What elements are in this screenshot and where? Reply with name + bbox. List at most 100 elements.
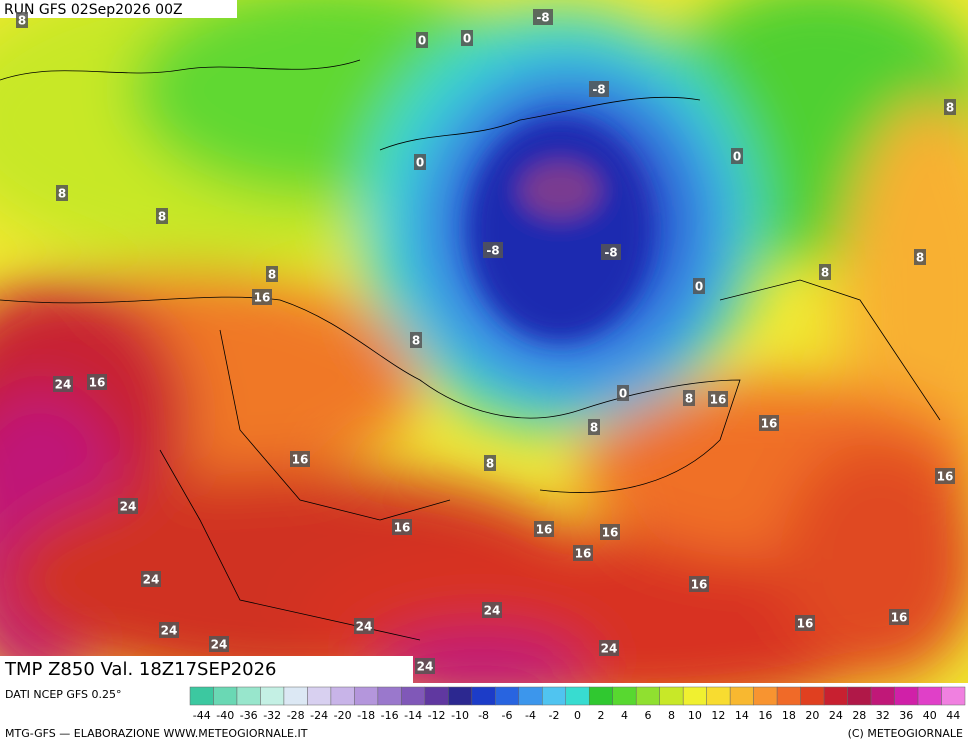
contour-label-box [795,615,815,631]
contour-label-box [410,332,422,348]
colorbar-swatch [283,686,308,706]
contour-label: 24 [143,573,160,587]
colorbar-swatch [823,686,848,706]
contour-label: 8 [58,187,66,201]
contour-label-box [944,99,956,115]
colorbar-tick-label: -12 [428,709,446,722]
contour-label-box [414,154,426,170]
colorbar-swatch [753,686,778,706]
colorbar-swatch [729,686,754,706]
contour-label-box [159,622,179,638]
footer-box [0,656,413,683]
colorbar-tick-label: 0 [574,709,581,722]
colorbar-swatch [635,686,660,706]
colorbar-tick-label: 16 [758,709,772,722]
contour-label: 8 [268,268,276,282]
colorbar-swatch [448,686,473,706]
contour-label-box [290,451,310,467]
contour-label: 8 [412,334,420,348]
colorbar-tick-label: -10 [451,709,469,722]
colorbar-swatch [260,686,285,706]
colorbar-tick-label: -32 [263,709,281,722]
contour-label-box [935,468,955,484]
contour-label-box [392,519,412,535]
contour-label-box [415,658,435,674]
contour-label: 24 [601,642,618,656]
temperature-map [0,0,968,683]
contour-label-box [588,419,600,435]
colorbar-tick-label: -28 [287,709,305,722]
contour-label: 24 [484,604,501,618]
contour-label: 24 [356,620,373,634]
contour-label-box [156,208,168,224]
contour-label-box [354,618,374,634]
contour-label-box [708,391,728,407]
field-title: TMP Z850 Val. 18Z17SEP2026 [4,659,277,680]
contour-label-box [482,602,502,618]
contour-label: 8 [821,266,829,280]
colorbar-swatch [377,686,402,706]
colorbar-tick-label: -24 [310,709,328,722]
contour-label: 24 [211,638,228,652]
colorbar-tick-label: -16 [381,709,399,722]
colorbar-swatch [870,686,895,706]
contour-label: -8 [592,83,605,97]
colorbar-swatch [401,686,426,706]
contour-label: 16 [937,470,954,484]
contour-label-box [266,266,278,282]
colorbar-swatch [800,686,825,706]
contour-label: 16 [394,521,411,535]
contour-label-box [141,571,161,587]
contour-label: 8 [916,251,924,265]
contour-label-box [589,81,609,97]
colorbar-tick-label: 40 [923,709,937,722]
colorbar-tick-label: 36 [899,709,913,722]
contour-label-box [118,498,138,514]
header-box [0,0,237,18]
colorbar-swatch [236,686,261,706]
colorbar-swatch [894,686,919,706]
contour-label: -8 [536,11,549,25]
credit: MTG-GFS — ELABORAZIONE WWW.METEOGIORNALE… [5,727,308,740]
contour-label-box [209,636,229,652]
contour-label: -8 [486,244,499,258]
contour-label-box [533,9,553,25]
contour-label: 8 [486,457,494,471]
contour-label-box [617,385,629,401]
contour-label: 24 [161,624,178,638]
colorbar-swatch [189,686,214,706]
colorbar-swatch [941,686,966,706]
contour-label-box [573,545,593,561]
contour-label-box [889,609,909,625]
contour-label: 16 [691,578,708,592]
contour-label: 24 [120,500,137,514]
borders [0,59,941,641]
contour-label: -8 [604,246,617,260]
contour-label: 16 [761,417,778,431]
colorbar-tick-label: 6 [644,709,651,722]
contour-label-box [693,278,705,294]
contour-label-box [914,249,926,265]
colorbar-tick-label: 10 [688,709,702,722]
contour-label: 0 [418,34,426,48]
colorbar-swatch [542,686,567,706]
colorbar-swatch [565,686,590,706]
contour-label: 0 [416,156,424,170]
colorbar-tick-label: 20 [805,709,819,722]
colorbar-swatch [213,686,238,706]
colorbar-swatch [847,686,872,706]
colorbar-swatch [330,686,355,706]
colorbar-tick-label: -8 [478,709,489,722]
contour-label: 16 [602,526,619,540]
contour-label: 8 [685,392,693,406]
colorbar-tick-label: -20 [334,709,352,722]
contour-label: 16 [536,523,553,537]
contour-label-box [461,30,473,46]
colorbar-tick-label: -44 [193,709,211,722]
contour-label-box [601,244,621,260]
colorbar-tick-label: -40 [216,709,234,722]
colorbar-tick-label: -2 [549,709,560,722]
contour-label-box [416,32,428,48]
colorbar-swatch [424,686,449,706]
